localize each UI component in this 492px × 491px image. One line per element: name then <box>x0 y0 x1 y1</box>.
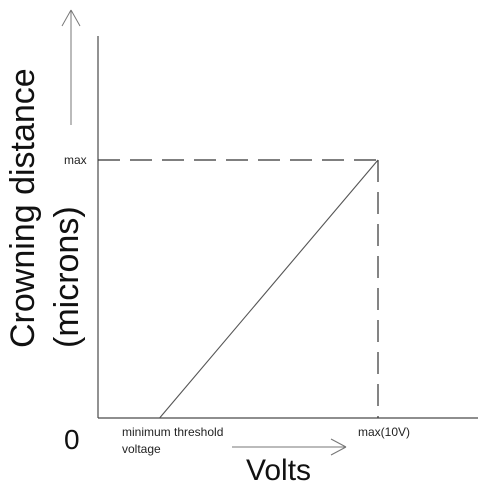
origin-label: 0 <box>64 424 80 455</box>
x-tick-label-max: max(10V) <box>358 425 410 439</box>
x-axis-label: Volts <box>246 454 311 487</box>
y-axis-label-line-1: Crowning distance <box>4 68 42 348</box>
y-axis-label-line-2: (microns) <box>48 206 86 348</box>
x-tick-label-threshold-line-1: minimum threshold <box>122 425 223 439</box>
series-line <box>160 160 378 418</box>
x-direction-arrow <box>232 439 346 455</box>
y-direction-arrow <box>62 10 80 125</box>
y-tick-label-max: max <box>64 153 87 167</box>
x-tick-label-threshold-line-2: voltage <box>122 442 161 456</box>
